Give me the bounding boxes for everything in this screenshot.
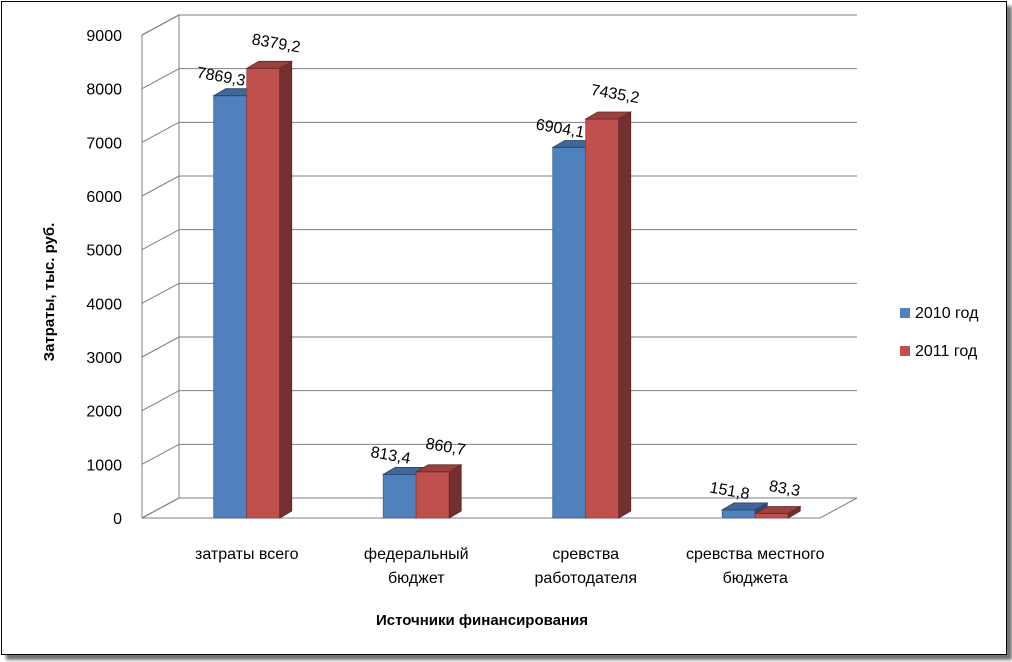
x-axis-title: Источники финансирования xyxy=(376,612,588,629)
bar xyxy=(245,60,294,519)
legend-label: 2010 год xyxy=(915,305,979,322)
gridline-side xyxy=(141,443,180,465)
category-label: сревства местного бюджета xyxy=(686,546,825,587)
y-tick-labels: 0 1000 2000 3000 4000 5000 6000 7000 8000 9000 xyxy=(86,28,122,528)
bar-front xyxy=(213,95,248,519)
y-tick-label: 1000 xyxy=(86,457,122,474)
legend-item: 2010 год xyxy=(900,305,979,322)
gridline-side xyxy=(141,14,180,36)
category-label: затраты всего xyxy=(195,546,299,563)
data-label: 151,8 xyxy=(708,480,750,504)
bar-top xyxy=(414,464,463,473)
bar-front xyxy=(754,513,789,519)
bar-side xyxy=(448,464,462,519)
bar-side xyxy=(618,111,632,519)
bar xyxy=(584,111,633,519)
bar-top xyxy=(720,502,769,511)
gridline-side xyxy=(141,497,180,519)
bar-side xyxy=(279,60,293,519)
gridline-side xyxy=(141,282,180,304)
legend: 2010 год 2011 год xyxy=(900,305,979,360)
bar-front xyxy=(552,147,587,519)
y-tick-label: 9000 xyxy=(86,28,122,45)
y-tick-label: 5000 xyxy=(86,243,122,260)
data-label: 6904,1 xyxy=(534,116,585,141)
y-tick-label: 3000 xyxy=(86,350,122,367)
data-label: 83,3 xyxy=(768,478,802,500)
y-tick-label: 8000 xyxy=(86,82,122,99)
data-label: 8379,2 xyxy=(250,31,301,56)
category-label: сревства работодателя xyxy=(534,546,637,587)
bar-front xyxy=(246,67,281,519)
bar-front xyxy=(382,473,417,519)
data-label: 7435,2 xyxy=(589,82,640,107)
category-label: федеральный бюджет xyxy=(364,546,469,587)
y-tick-label: 0 xyxy=(113,511,122,528)
legend-swatch xyxy=(900,308,910,318)
bar-top xyxy=(245,60,294,69)
legend-swatch xyxy=(900,346,910,356)
bars xyxy=(212,60,802,519)
bar-top xyxy=(753,506,802,514)
bar-top xyxy=(584,111,633,120)
y-axis-title: Затраты, тыс. руб. xyxy=(41,223,58,362)
category-labels: затраты всего федеральный бюджет сревства ра… xyxy=(195,546,825,587)
y-tick-label: 6000 xyxy=(86,189,122,206)
gridline-side xyxy=(141,68,180,90)
data-label: 860,7 xyxy=(424,436,466,460)
bar-front xyxy=(585,118,620,519)
gridline-side xyxy=(141,121,180,143)
bar xyxy=(753,505,802,519)
data-label: 813,4 xyxy=(369,444,411,468)
bar xyxy=(414,464,463,519)
legend-label: 2011 год xyxy=(915,343,978,360)
side-wall xyxy=(141,14,180,519)
bar-front xyxy=(721,509,756,519)
gridline-side xyxy=(141,229,180,251)
bar-front xyxy=(415,471,450,519)
legend-item: 2011 год xyxy=(900,343,978,360)
gridline-side xyxy=(141,336,180,358)
y-tick-label: 2000 xyxy=(86,404,122,421)
gridline-side xyxy=(141,390,180,412)
y-tick-label: 7000 xyxy=(86,135,122,152)
y-tick-label: 4000 xyxy=(86,296,122,313)
gridline-side xyxy=(141,175,180,197)
